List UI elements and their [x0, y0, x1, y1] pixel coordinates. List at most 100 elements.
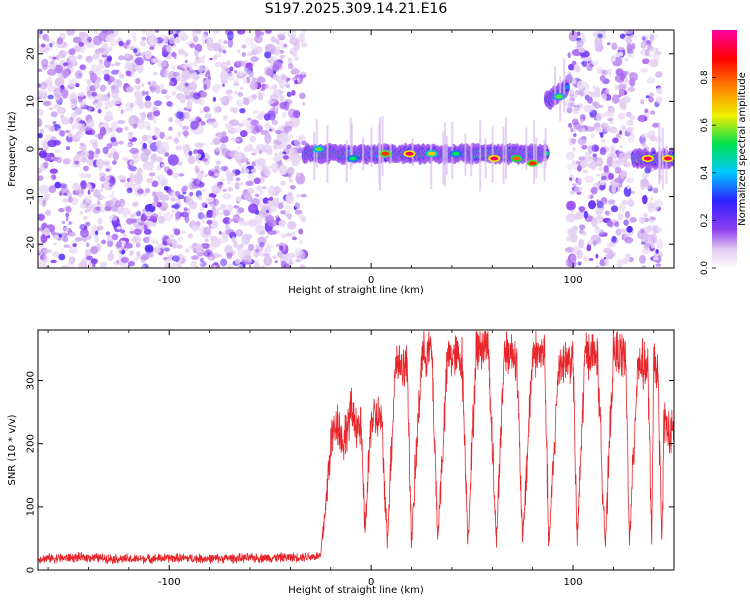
noise-speckle	[153, 246, 161, 254]
noise-speckle	[639, 216, 646, 224]
noise-speckle	[132, 201, 139, 207]
noise-speckle	[278, 219, 287, 227]
noise-speckle	[290, 231, 296, 238]
noise-speckle	[252, 148, 261, 155]
noise-speckle	[577, 137, 587, 145]
noise-speckle	[249, 135, 257, 143]
noise-speckle	[190, 224, 200, 231]
noise-speckle	[238, 163, 242, 167]
noise-speckle	[218, 237, 228, 244]
noise-speckle	[49, 60, 55, 65]
noise-speckle	[235, 258, 241, 265]
noise-speckle	[583, 104, 594, 113]
noise-speckle	[52, 242, 57, 246]
noise-speckle	[177, 161, 183, 166]
noise-speckle	[283, 43, 288, 48]
noise-speckle	[120, 229, 126, 234]
noise-speckle	[151, 180, 159, 188]
noise-speckle	[260, 34, 264, 38]
noise-speckle	[50, 111, 58, 118]
signal-hotspot	[554, 94, 563, 99]
snr-x-tick-label: 0	[368, 577, 374, 588]
noise-speckle	[570, 138, 577, 144]
noise-speckle	[134, 91, 139, 96]
noise-speckle	[125, 218, 134, 225]
noise-speckle	[298, 228, 304, 235]
noise-speckle	[578, 238, 585, 249]
noise-speckle	[127, 143, 133, 148]
noise-speckle	[95, 105, 101, 109]
noise-speckle	[594, 226, 600, 234]
noise-speckle	[625, 177, 635, 184]
noise-speckle	[136, 85, 141, 91]
noise-speckle	[119, 199, 125, 204]
colorbar-gradient	[712, 30, 737, 268]
noise-speckle	[642, 172, 649, 179]
noise-speckle	[52, 174, 57, 180]
noise-speckle	[299, 264, 306, 268]
colorbar-tick-label: 0.6	[700, 118, 710, 133]
noise-speckle	[293, 56, 299, 62]
noise-speckle	[76, 134, 82, 139]
noise-speckle	[609, 250, 614, 255]
noise-speckle	[38, 213, 45, 221]
noise-speckle	[148, 172, 156, 177]
noise-speckle	[39, 30, 43, 34]
noise-speckle	[172, 262, 177, 267]
noise-speckle	[168, 30, 178, 34]
noise-speckle	[107, 92, 111, 98]
noise-speckle	[299, 239, 303, 245]
noise-speckle	[222, 83, 225, 87]
noise-speckle	[603, 259, 608, 264]
noise-speckle	[179, 34, 189, 41]
noise-speckle	[187, 61, 194, 71]
noise-speckle	[244, 168, 250, 174]
noise-speckle	[155, 241, 159, 245]
noise-speckle	[127, 165, 131, 170]
signal-hotspot	[490, 156, 499, 161]
noise-speckle	[589, 157, 594, 162]
noise-speckle	[577, 165, 582, 172]
noise-speckle	[302, 102, 305, 106]
noise-speckle	[228, 119, 239, 127]
noise-speckle	[291, 68, 298, 73]
noise-speckle	[596, 66, 604, 75]
noise-speckle	[171, 191, 176, 198]
noise-speckle	[611, 42, 618, 50]
noise-speckle	[213, 261, 219, 266]
noise-speckle	[568, 122, 573, 128]
noise-speckle	[614, 167, 622, 174]
noise-speckle	[241, 44, 247, 49]
noise-speckle	[218, 48, 224, 53]
noise-speckle	[127, 64, 134, 70]
noise-speckle	[154, 84, 161, 94]
noise-speckle	[141, 82, 145, 88]
noise-speckle	[168, 126, 173, 131]
noise-speckle	[260, 88, 265, 91]
noise-speckle	[80, 125, 86, 133]
noise-speckle	[287, 77, 291, 81]
noise-speckle	[61, 89, 69, 99]
noise-speckle	[590, 91, 601, 98]
noise-speckle	[80, 150, 90, 159]
noise-speckle	[195, 265, 198, 268]
noise-speckle	[281, 233, 287, 238]
noise-speckle	[132, 123, 138, 129]
noise-speckle	[280, 210, 286, 215]
noise-speckle	[247, 203, 259, 214]
noise-speckle	[642, 36, 646, 41]
noise-speckle	[65, 205, 72, 213]
noise-speckle	[79, 64, 87, 71]
noise-speckle	[149, 46, 155, 50]
noise-speckle	[222, 115, 228, 121]
noise-speckle	[649, 216, 657, 221]
noise-speckle	[171, 51, 177, 58]
noise-speckle	[569, 102, 575, 108]
noise-speckle	[201, 213, 206, 219]
noise-speckle	[287, 62, 294, 70]
noise-speckle	[294, 247, 303, 257]
noise-speckle	[95, 148, 101, 155]
signal-hotspot	[663, 156, 672, 161]
noise-speckle	[618, 203, 626, 212]
